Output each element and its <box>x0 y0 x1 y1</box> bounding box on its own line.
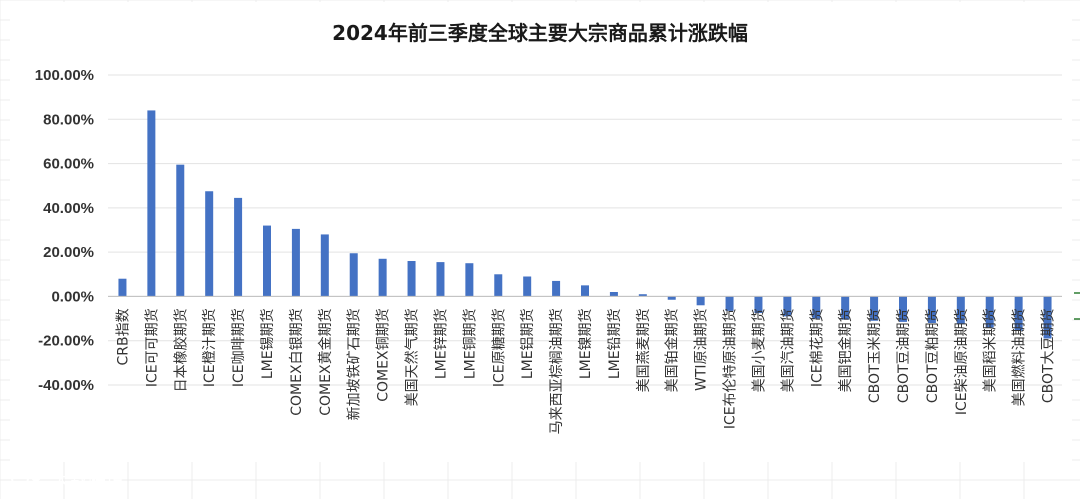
x-tick-label: COMEX黄金期货 <box>317 308 334 415</box>
watermark-text: 大数跨境 <box>52 470 124 491</box>
x-tick-label: ICE布伦特原油期货 <box>722 308 739 429</box>
y-tick-label: 80.00% <box>43 111 94 128</box>
bar <box>985 296 994 328</box>
x-tick-label: 美国天然气期货 <box>404 308 421 406</box>
bar <box>465 263 474 297</box>
bar <box>956 296 965 325</box>
bar <box>147 110 156 297</box>
x-tick-label: ICE可可期货 <box>143 308 160 387</box>
bar <box>205 191 214 297</box>
x-tick-label: ICE橙汁期货 <box>201 308 218 387</box>
bar <box>523 276 532 297</box>
x-tick-label: 美国钯金期货 <box>837 308 854 392</box>
bar <box>552 280 561 297</box>
x-tick-label: LME铅期货 <box>606 308 623 379</box>
x-tick-label: 美国小麦期货 <box>750 308 767 392</box>
x-tick-label: LME锡期货 <box>259 308 276 379</box>
x-tick-label: COMEX白银期货 <box>288 308 305 415</box>
y-tick-label: 0.00% <box>51 288 94 305</box>
x-tick-label: 美国铂金期货 <box>664 308 681 392</box>
x-tick-label: LME铝期货 <box>519 308 536 379</box>
bar <box>609 292 618 297</box>
edge-marker <box>1074 292 1080 320</box>
x-tick-label: LME镍期货 <box>577 308 594 379</box>
x-tick-label: CBOT大豆期货 <box>1040 308 1057 403</box>
y-tick-label: 100.00% <box>35 67 94 84</box>
x-tick-label: 美国燃料油期货 <box>1011 308 1028 406</box>
x-tick-label: 美国燕麦期货 <box>635 308 652 392</box>
y-tick-label: -40.00% <box>38 377 94 394</box>
x-tick-label: WTI原油期货 <box>693 308 710 391</box>
x-tick-label: ICE棉花期货 <box>808 308 825 387</box>
bar <box>263 225 271 297</box>
bar <box>349 253 358 297</box>
bar <box>234 197 243 297</box>
bar <box>291 228 300 297</box>
bar <box>696 296 705 306</box>
x-tick-label: CRB指数 <box>115 308 131 365</box>
bar <box>754 296 763 314</box>
bar <box>870 296 879 321</box>
x-tick-label: ICE柴油原油期货 <box>953 308 970 415</box>
bar <box>581 285 589 297</box>
bar <box>927 296 936 323</box>
y-axis-ticks: 100.00% 80.00% 60.00% 40.00% 20.00% 0.00% -20.… <box>35 67 94 394</box>
y-tick-label: 20.00% <box>43 244 94 261</box>
x-tick-label: LME铜期货 <box>461 308 478 379</box>
bar <box>436 262 445 297</box>
bar <box>407 261 416 297</box>
bar <box>841 296 850 320</box>
x-tick-label: 马来西亚棕榈油期货 <box>548 308 565 434</box>
bar <box>1014 296 1023 331</box>
x-tick-label: 新加坡铁矿石期货 <box>346 308 363 420</box>
x-axis-ticks: CRB指数 ICE可可期货 日本橡胶期货 ICE橙汁期货 ICE咖啡期货 LME锡期货 CO… <box>115 308 1056 434</box>
x-tick-label: 日本橡胶期货 <box>172 308 189 392</box>
x-tick-label: ICE咖啡期货 <box>230 308 247 387</box>
bar <box>899 296 907 322</box>
bars <box>118 110 1052 339</box>
x-tick-label: CBOT豆粕期货 <box>924 308 941 403</box>
chart-area <box>10 2 1072 462</box>
y-tick-label: 40.00% <box>43 200 94 217</box>
bar <box>638 294 647 297</box>
bar <box>667 296 676 300</box>
watermark-logo-icon <box>11 467 43 487</box>
bar <box>378 258 387 297</box>
watermark: 大数跨境 <box>11 467 124 491</box>
x-tick-label: CBOT玉米期货 <box>866 308 883 403</box>
x-tick-label: 美国汽油期货 <box>779 308 796 392</box>
x-tick-label: CBOT豆油期货 <box>895 308 912 403</box>
bar <box>118 278 127 297</box>
x-tick-label: LME锌期货 <box>432 308 449 379</box>
bar <box>725 296 734 311</box>
y-tick-label: -20.00% <box>38 333 94 350</box>
x-tick-label: ICE原糖期货 <box>490 308 507 387</box>
x-tick-label: 美国稻米期货 <box>982 308 999 392</box>
bar <box>812 296 821 319</box>
bar <box>176 164 185 297</box>
y-tick-label: 60.00% <box>43 156 94 173</box>
x-tick-label: COMEX铜期货 <box>375 308 392 401</box>
bar <box>1043 296 1052 339</box>
bar <box>320 234 329 297</box>
bar <box>783 296 792 317</box>
bar <box>494 274 503 297</box>
chart-title: 2024年前三季度全球主要大宗商品累计涨跌幅 <box>332 21 748 45</box>
